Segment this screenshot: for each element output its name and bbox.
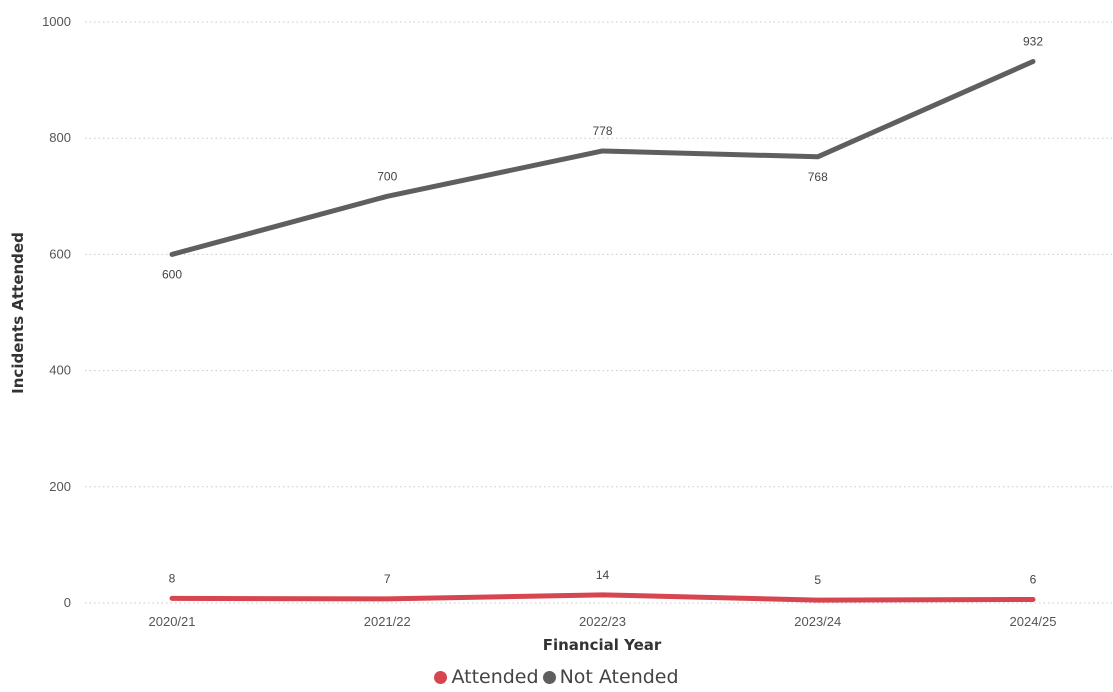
data-label: 7 xyxy=(384,572,391,586)
legend-label-not-attended: Not Atended xyxy=(559,666,679,688)
data-label: 778 xyxy=(592,124,612,138)
data-labels: 8 7 14 5 6 600 700 778 768 932 xyxy=(162,35,1043,588)
series-line-attended[interactable] xyxy=(169,592,1036,603)
x-tick-label: 2024/25 xyxy=(1010,614,1057,629)
x-tick-label: 2022/23 xyxy=(579,614,626,629)
data-label: 768 xyxy=(808,170,828,184)
y-axis-ticks: 0 200 400 600 800 1000 xyxy=(42,14,71,610)
y-tick-label: 800 xyxy=(49,130,71,145)
x-tick-label: 2020/21 xyxy=(149,614,196,629)
data-label: 600 xyxy=(162,267,182,281)
y-tick-label: 400 xyxy=(49,363,71,378)
legend-marker-not-attended xyxy=(542,670,556,684)
y-axis-title: Incidents Attended xyxy=(9,232,27,394)
legend: Attended Not Atended xyxy=(0,666,1113,688)
x-axis-ticks: 2020/21 2021/22 2022/23 2023/24 2024/25 xyxy=(149,614,1057,629)
data-label: 6 xyxy=(1030,573,1037,587)
data-label: 5 xyxy=(814,573,821,587)
legend-item-not-attended[interactable]: Not Atended xyxy=(542,666,679,688)
data-label: 700 xyxy=(377,169,397,183)
legend-item-attended[interactable]: Attended xyxy=(434,666,539,688)
data-label: 8 xyxy=(169,571,176,585)
gridlines xyxy=(85,21,1112,604)
x-tick-label: 2021/22 xyxy=(364,614,411,629)
data-label: 932 xyxy=(1023,35,1043,49)
y-tick-label: 0 xyxy=(64,595,71,610)
legend-marker-attended xyxy=(434,670,448,684)
series-lines xyxy=(169,59,1036,603)
series-line-not-attended[interactable] xyxy=(169,59,1036,257)
data-label: 14 xyxy=(596,568,610,582)
x-tick-label: 2023/24 xyxy=(794,614,841,629)
x-axis-title: Financial Year xyxy=(543,636,662,654)
legend-label-attended: Attended xyxy=(451,666,539,688)
y-tick-label: 1000 xyxy=(42,14,71,29)
y-tick-label: 200 xyxy=(49,479,71,494)
y-tick-label: 600 xyxy=(49,246,71,261)
